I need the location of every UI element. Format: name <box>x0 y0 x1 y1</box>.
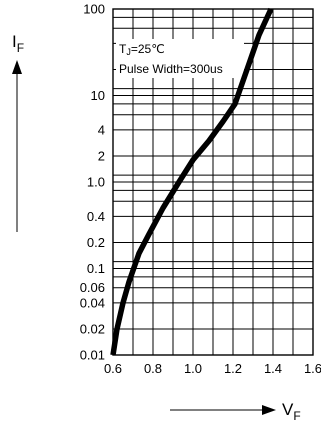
y-tick-labels: 0.01 0.02 0.040.06 0.1 0.2 0.4 1.0 2 4 10 100 <box>80 2 105 363</box>
y-tick-label: 0.2 <box>87 235 105 250</box>
x-tick-label: 1.6 <box>304 361 321 376</box>
x-tick-label: 1.0 <box>184 361 202 376</box>
y-tick-label: 4 <box>98 122 105 137</box>
y-tick-label: 0.1 <box>87 261 105 276</box>
y-tick-label: 0.06 <box>80 280 105 295</box>
y-tick-label: 1.0 <box>87 175 105 190</box>
y-tick-label: 0.01 <box>80 348 105 363</box>
y-tick-label: 0.4 <box>87 209 105 224</box>
series-group <box>110 7 274 356</box>
annotation-background <box>116 39 244 78</box>
x-tick-labels: 0.6 0.8 1.0 1.2 1.4 1.6 <box>104 361 321 376</box>
y-tick-label: 0.04 <box>80 295 105 310</box>
y-axis-label: IF <box>12 32 24 55</box>
tj-annotation: TJ=25℃ <box>119 42 165 57</box>
x-tick-label: 0.8 <box>144 361 162 376</box>
x-tick-label: 1.4 <box>264 361 282 376</box>
x-tick-label: 0.6 <box>104 361 122 376</box>
y-axis-arrow-head <box>12 60 22 74</box>
y-tick-label: 100 <box>83 2 105 17</box>
pulse-width-annotation: Pulse Width=300us <box>119 62 223 76</box>
y-tick-label: 0.02 <box>80 321 105 336</box>
x-tick-label: 1.2 <box>224 361 242 376</box>
plot-frame <box>112 8 314 356</box>
x-axis-label: VF <box>282 400 301 423</box>
y-tick-label: 2 <box>98 148 105 163</box>
x-axis-arrow-head <box>262 405 276 415</box>
y-tick-label: 10 <box>91 88 105 103</box>
forward-current-curve <box>110 7 274 356</box>
